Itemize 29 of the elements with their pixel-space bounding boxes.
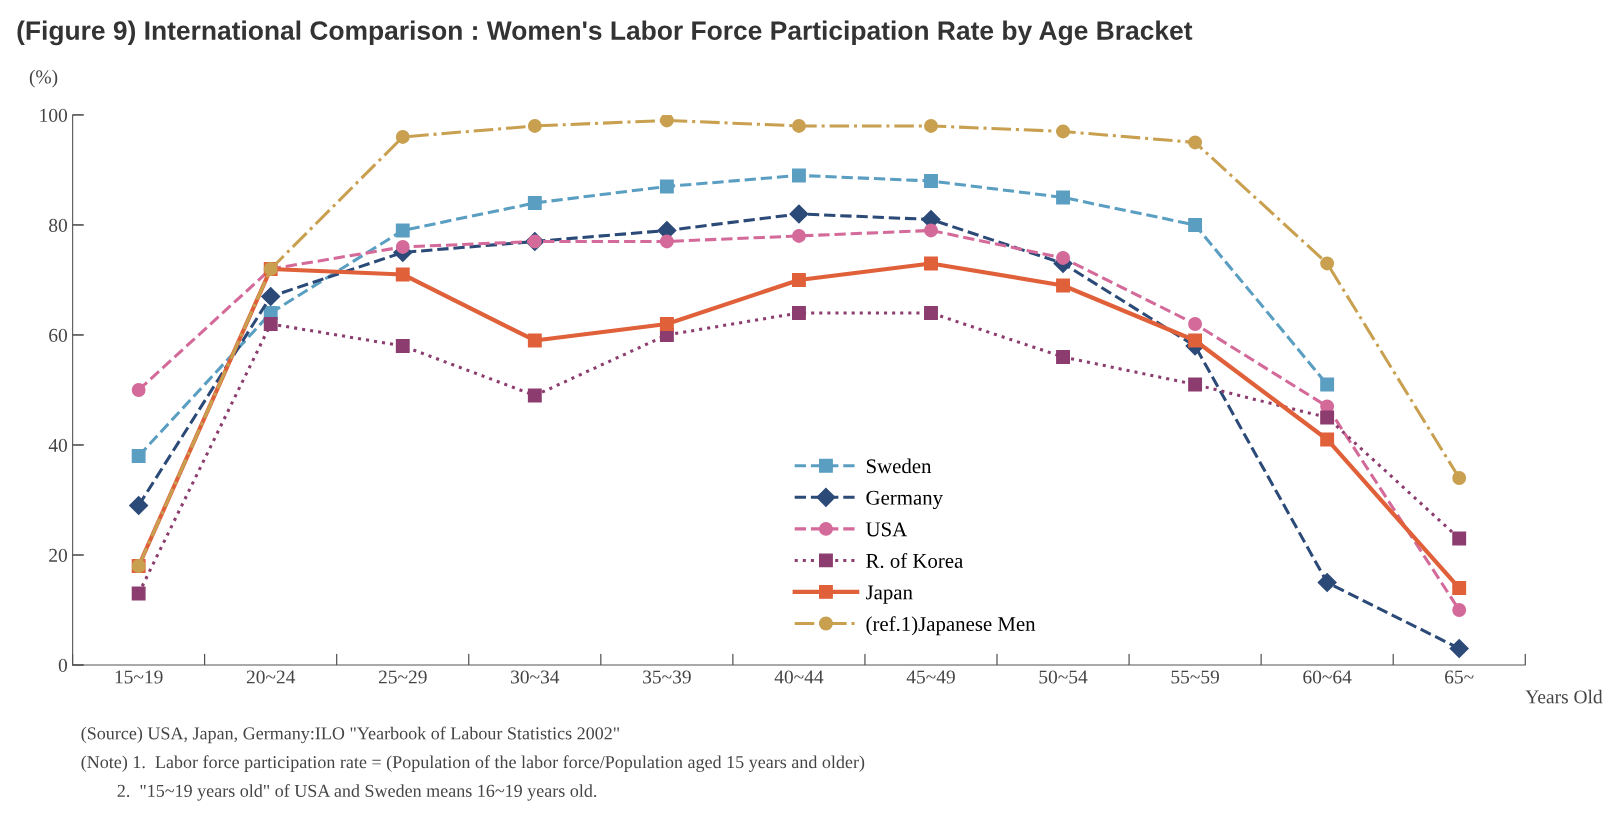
y-tick-label: 100 bbox=[40, 108, 68, 122]
x-tick-label: 40~44 bbox=[774, 670, 824, 684]
legend-label: USA bbox=[865, 522, 908, 537]
text: (Source) USA, Japan, Germany:ILO "Yearbook of Labour Statistics 2002" bbox=[81, 726, 620, 744]
text: 2. "15~19 years old" of USA and Sweden means 16~19 years old. bbox=[117, 784, 597, 801]
x-axis-title: Years Old bbox=[1525, 689, 1603, 704]
legend-label: R. of Korea bbox=[866, 553, 964, 568]
x-tick-label: 50~54 bbox=[1039, 670, 1088, 684]
x-tick-label: 25~29 bbox=[378, 670, 427, 684]
x-tick-label: 45~49 bbox=[906, 670, 955, 684]
legend-label: Sweden bbox=[866, 458, 932, 474]
y-tick-label: 60 bbox=[49, 328, 68, 342]
x-tick-label: 15~19 bbox=[115, 670, 163, 684]
legend-label: (ref.1)Japanese Men bbox=[866, 616, 1036, 636]
x-tick-label: 65~ bbox=[1445, 670, 1474, 684]
y-tick-label: 0 bbox=[58, 658, 68, 672]
x-tick-label: 55~59 bbox=[1171, 670, 1219, 684]
x-tick-label: 30~34 bbox=[511, 670, 560, 684]
x-tick-label: 20~24 bbox=[246, 670, 296, 684]
legend-label: Germany bbox=[866, 490, 943, 510]
y-axis-title: (%) bbox=[29, 69, 58, 88]
x-tick-label: 60~64 bbox=[1303, 670, 1352, 684]
y-tick-label: 20 bbox=[49, 548, 68, 562]
x-tick-label: 35~39 bbox=[643, 670, 691, 684]
y-tick-label: 80 bbox=[49, 218, 68, 232]
legend-label: Japan bbox=[865, 585, 913, 604]
chart-title: (Figure 9) International Comparison : Women's Labor Force Participation Rate by Age Bracket bbox=[17, 20, 1193, 46]
y-tick-label: 40 bbox=[48, 438, 68, 452]
text: (Note) 1. Labor force participation rate = (Population of the labor force/Population aged 15 years and older) bbox=[81, 755, 865, 772]
